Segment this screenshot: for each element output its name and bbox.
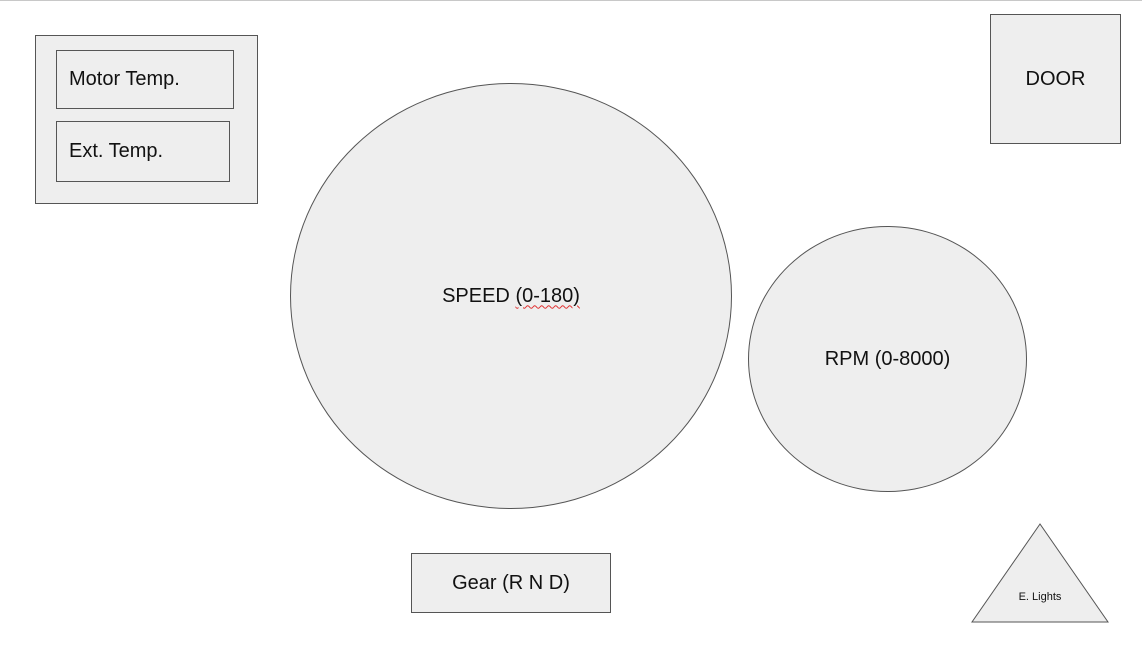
ext-temp-box[interactable]: Ext. Temp.: [56, 121, 230, 182]
gear-box[interactable]: Gear (R N D): [411, 553, 611, 613]
ext-temp-label: Ext. Temp.: [69, 140, 164, 162]
motor-temp-label: Motor Temp.: [69, 68, 180, 90]
speed-label-text: SPEED: [442, 284, 510, 307]
rpm-gauge-circle[interactable]: RPM (0-8000): [748, 226, 1027, 492]
triangle-shape[interactable]: [971, 523, 1109, 623]
emergency-lights-triangle[interactable]: [970, 523, 1110, 625]
door-box[interactable]: DOOR: [990, 14, 1121, 144]
speed-label: SPEED (0-180): [442, 285, 580, 308]
speed-gauge-circle[interactable]: SPEED (0-180): [290, 83, 732, 509]
rpm-label: RPM (0-8000): [824, 347, 951, 370]
motor-temp-box[interactable]: Motor Temp.: [56, 50, 234, 109]
door-label: DOOR: [1025, 67, 1086, 90]
speed-range-text: (0-180): [515, 284, 580, 307]
gear-label: Gear (R N D): [452, 571, 570, 594]
emergency-lights-label: E. Lights: [1018, 591, 1062, 603]
